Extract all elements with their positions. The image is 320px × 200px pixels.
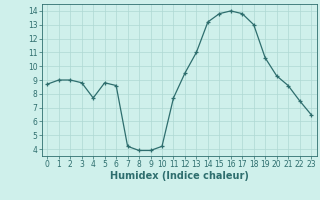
X-axis label: Humidex (Indice chaleur): Humidex (Indice chaleur) (110, 171, 249, 181)
